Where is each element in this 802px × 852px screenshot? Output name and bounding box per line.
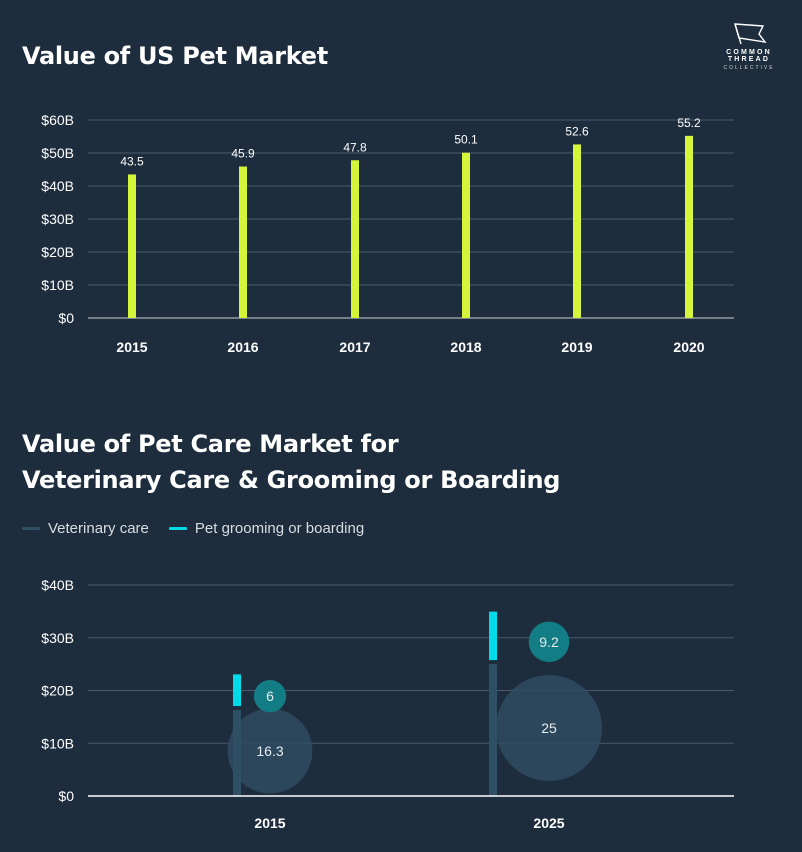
chart1-ytick-label: $30B bbox=[41, 211, 74, 227]
chart1-ytick-label: $60B bbox=[41, 112, 74, 128]
chart2-bubble-grooming bbox=[253, 680, 287, 713]
chart1-data-label: 47.8 bbox=[343, 140, 367, 154]
chart1-xtick-label: 2017 bbox=[339, 339, 370, 355]
chart2-bubble-grooming bbox=[528, 621, 570, 663]
chart2-bubble-label-grooming: 6 bbox=[266, 688, 274, 704]
chart1-data-label: 45.9 bbox=[231, 147, 255, 161]
chart1-xtick-label: 2020 bbox=[673, 339, 704, 355]
chart2-ytick-label: $30B bbox=[41, 630, 74, 646]
logo-line2: COLLECTIVE bbox=[723, 65, 775, 71]
chart2-ytick-label: $20B bbox=[41, 683, 74, 699]
chart2-ytick-label: $0 bbox=[58, 788, 74, 804]
chart1-title: Value of US Pet Market bbox=[22, 42, 328, 70]
chart2-legend: Veterinary care Pet grooming or boarding bbox=[22, 520, 384, 537]
chart1-xtick-label: 2016 bbox=[227, 339, 258, 355]
chart2-ytick-label: $40B bbox=[41, 577, 74, 593]
chart1-data-label: 43.5 bbox=[120, 154, 144, 168]
legend-swatch-grooming bbox=[168, 527, 187, 530]
chart2-xtick-label: 2015 bbox=[254, 815, 285, 831]
chart2-bar-veterinary bbox=[489, 664, 497, 796]
chart1-bar bbox=[351, 160, 359, 318]
chart2-bubble-label-veterinary: 25 bbox=[541, 720, 557, 736]
legend-label-veterinary: Veterinary care bbox=[48, 520, 149, 537]
chart1-bar bbox=[573, 144, 581, 318]
chart1-data-label: 55.2 bbox=[677, 116, 701, 130]
chart2-bar-grooming bbox=[233, 674, 241, 707]
chart2-bubble-veterinary bbox=[227, 708, 313, 794]
chart1-ytick-label: $10B bbox=[41, 277, 74, 293]
chart1-data-label: 52.6 bbox=[565, 124, 589, 138]
chart1-ytick-label: $0 bbox=[58, 310, 74, 326]
chart1-bar bbox=[128, 174, 136, 318]
chart1-xtick-label: 2015 bbox=[116, 339, 147, 355]
chart1-data-label: 50.1 bbox=[454, 133, 478, 147]
chart2-bubble-veterinary bbox=[496, 675, 602, 782]
chart1-bar-chart: $0 $10B $20B $30B $40B $50B $60B 43.5 2015 45.9 20… bbox=[41, 112, 734, 355]
chart2-title-line1: Value of Pet Care Market for bbox=[22, 430, 399, 458]
legend-item-grooming: Pet grooming or boarding bbox=[168, 520, 365, 537]
chart2-bubble-label-veterinary: 16.3 bbox=[256, 743, 283, 759]
flag-icon bbox=[734, 23, 767, 45]
chart1-bar bbox=[462, 152, 470, 318]
chart1-xtick-label: 2019 bbox=[561, 339, 592, 355]
chart2-bubble-label-grooming: 9.2 bbox=[539, 634, 559, 650]
chart1-ytick-label: $50B bbox=[41, 145, 74, 161]
chart1-bar bbox=[239, 166, 247, 318]
legend-swatch-veterinary bbox=[22, 527, 40, 530]
chart2-xtick-label: 2025 bbox=[533, 815, 564, 831]
chart1-ytick-label: $40B bbox=[41, 178, 74, 194]
chart2-bar-veterinary bbox=[233, 710, 241, 796]
logo-line1: COMMON THREAD bbox=[726, 49, 772, 63]
brand-logo: COMMON THREAD COLLECTIVE bbox=[704, 22, 794, 71]
chart1-xtick-label: 2018 bbox=[450, 339, 481, 355]
chart1-ytick-label: $20B bbox=[41, 244, 74, 260]
legend-item-veterinary: Veterinary care bbox=[22, 520, 149, 537]
chart2-title-line2: Veterinary Care & Grooming or Boarding bbox=[22, 466, 561, 494]
legend-label-grooming: Pet grooming or boarding bbox=[194, 520, 365, 537]
chart2-bar-grooming bbox=[489, 611, 497, 661]
chart2-ytick-label: $10B bbox=[41, 735, 74, 751]
chart1-bar bbox=[685, 135, 693, 318]
